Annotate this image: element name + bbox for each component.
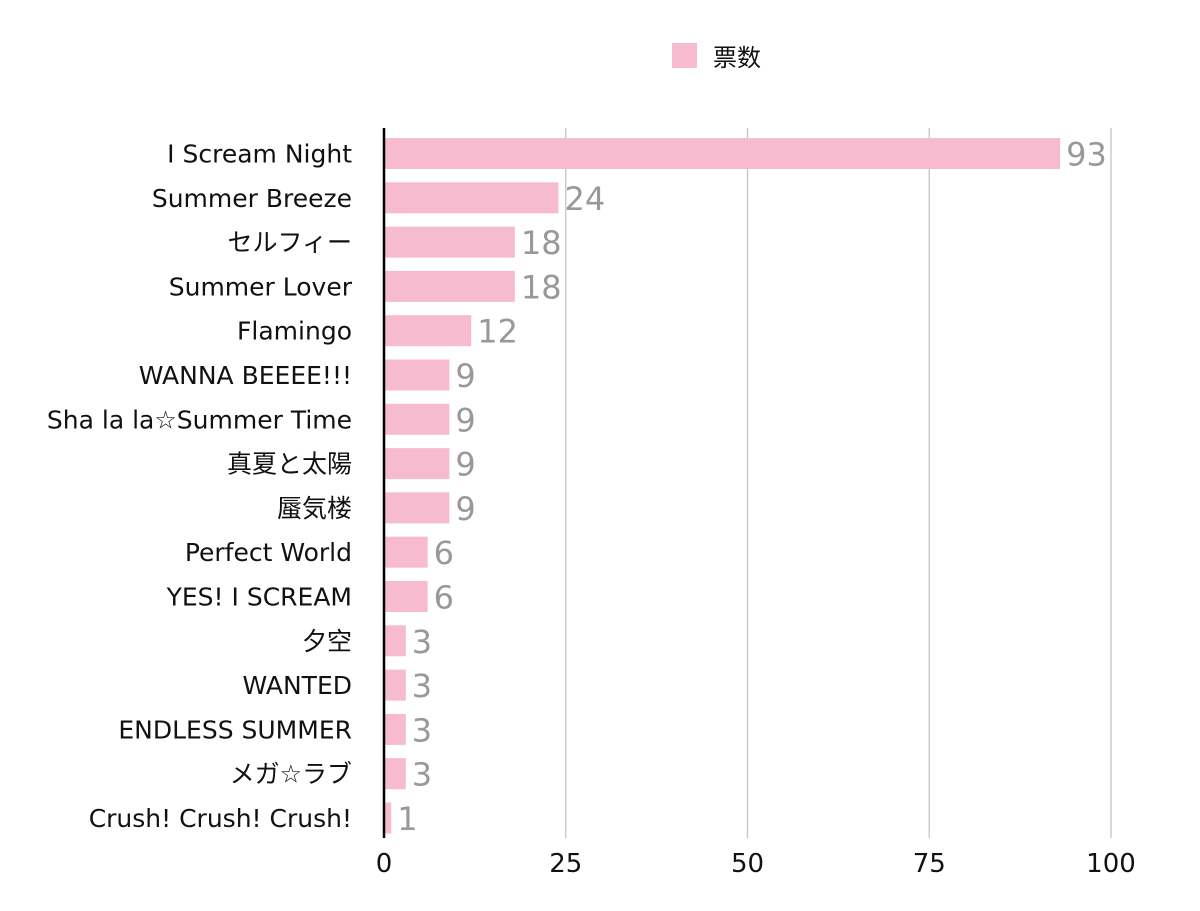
bar <box>385 713 406 745</box>
x-tick-label: 25 <box>549 849 582 879</box>
data-label: 18 <box>521 224 562 262</box>
category-label: WANNA BEEEE!!! <box>139 361 352 390</box>
bar <box>385 359 450 391</box>
data-label: 93 <box>1066 136 1107 174</box>
bar <box>385 226 515 258</box>
data-label: 1 <box>397 800 417 838</box>
category-label: 蜃気楼 <box>277 494 352 523</box>
x-tick-label: 75 <box>913 849 946 879</box>
category-label: YES! I SCREAM <box>166 583 352 612</box>
bar <box>385 625 406 657</box>
category-label: Crush! Crush! Crush! <box>89 804 352 833</box>
bar <box>385 536 428 568</box>
data-label: 6 <box>434 579 454 617</box>
data-label: 9 <box>455 401 475 439</box>
category-label: Flamingo <box>237 317 352 346</box>
bar <box>385 492 450 524</box>
bar <box>385 448 450 480</box>
category-label: メガ☆ラブ <box>230 760 352 789</box>
bar <box>385 270 515 302</box>
category-label: Perfect World <box>185 538 352 567</box>
bar <box>385 138 1061 169</box>
bar <box>385 182 559 214</box>
legend: 票数 <box>672 38 761 73</box>
category-label: Sha la la☆Summer Time <box>47 405 352 434</box>
legend-label: 票数 <box>713 44 761 72</box>
bar <box>385 403 450 435</box>
data-label: 3 <box>412 623 432 661</box>
bar <box>385 758 406 790</box>
category-label: Summer Breeze <box>152 184 352 213</box>
bar <box>385 315 472 347</box>
data-label: 3 <box>412 667 432 705</box>
category-label: WANTED <box>243 671 352 700</box>
category-label: 真夏と太陽 <box>227 450 352 479</box>
category-label: Summer Lover <box>169 272 353 301</box>
category-label: 夕空 <box>302 627 352 656</box>
bar <box>385 669 406 701</box>
data-label: 24 <box>564 180 605 218</box>
data-label: 12 <box>477 313 518 351</box>
category-label: ENDLESS SUMMER <box>118 715 352 744</box>
data-label: 3 <box>412 756 432 794</box>
data-label: 9 <box>455 446 475 484</box>
bar <box>385 802 392 834</box>
data-label: 3 <box>412 711 432 749</box>
legend-swatch <box>672 43 697 68</box>
category-label: I Scream Night <box>167 140 352 169</box>
data-label: 18 <box>521 268 562 306</box>
x-tick-label: 50 <box>731 849 764 879</box>
data-label: 6 <box>434 534 454 572</box>
x-tick-label: 0 <box>376 849 393 879</box>
data-label: 9 <box>455 357 475 395</box>
category-label: セルフィー <box>227 228 352 257</box>
bar <box>385 581 428 612</box>
x-tick-label: 100 <box>1086 849 1136 879</box>
data-label: 9 <box>455 490 475 528</box>
